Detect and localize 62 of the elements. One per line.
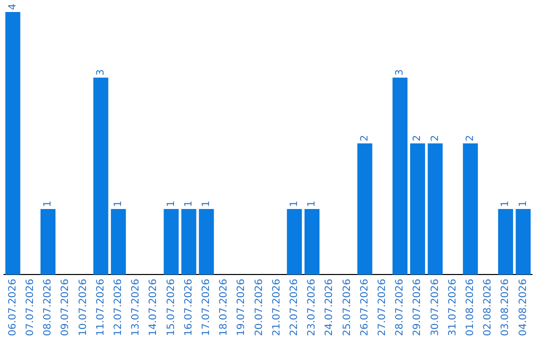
x-tick-label: 06.07.2026 <box>7 278 18 336</box>
data-label: 1 <box>518 200 529 208</box>
data-label: 4 <box>7 4 18 10</box>
data-label: 1 <box>500 200 512 208</box>
x-tick-label: 10.07.2026 <box>78 278 89 336</box>
x-tick-label: 09.07.2026 <box>60 278 72 336</box>
x-tick-label: 30.07.2026 <box>430 278 441 336</box>
bar <box>93 78 108 275</box>
x-tick-label: 19.07.2026 <box>236 278 248 336</box>
data-label: 1 <box>288 200 300 208</box>
x-tick-label: 04.08.2026 <box>518 278 529 336</box>
x-tick-label: 11.07.2026 <box>95 278 106 336</box>
x-tick-label: 08.07.2026 <box>42 278 54 336</box>
data-label: 2 <box>412 134 424 142</box>
x-tick-label: 31.07.2026 <box>447 278 458 336</box>
x-tick-label: 13.07.2026 <box>130 278 142 336</box>
data-label: 1 <box>183 200 194 208</box>
bar <box>181 209 196 275</box>
x-tick-label: 07.07.2026 <box>24 278 36 336</box>
bar <box>516 209 531 275</box>
bar <box>498 209 514 275</box>
bar <box>198 209 214 275</box>
x-tick-label: 17.07.2026 <box>200 278 212 336</box>
x-tick-label: 12.07.2026 <box>112 278 124 336</box>
x-tick-label: 15.07.2026 <box>166 278 177 336</box>
x-tick-label: 27.07.2026 <box>376 278 388 336</box>
data-label: 1 <box>42 200 54 208</box>
data-label: 1 <box>306 200 318 208</box>
bar <box>40 209 56 275</box>
bar <box>462 143 478 275</box>
bar <box>357 143 372 275</box>
bar <box>110 209 126 275</box>
x-tick-label: 02.08.2026 <box>482 278 494 336</box>
x-tick-label: 03.08.2026 <box>500 278 512 336</box>
bar <box>164 209 179 275</box>
data-label: 2 <box>430 134 441 142</box>
bar <box>286 209 302 275</box>
data-label: 1 <box>112 200 124 208</box>
data-label: 3 <box>394 69 406 76</box>
data-label: 1 <box>200 200 212 208</box>
x-tick-label: 28.07.2026 <box>394 278 406 336</box>
x-tick-label: 29.07.2026 <box>412 278 424 336</box>
bar <box>410 143 426 275</box>
x-tick-label: 01.08.2026 <box>464 278 476 336</box>
x-tick-label: 21.07.2026 <box>271 278 282 336</box>
x-tick-label: 14.07.2026 <box>148 278 160 336</box>
x-tick-label: 24.07.2026 <box>324 278 336 336</box>
data-label: 1 <box>166 200 177 208</box>
data-label: 2 <box>359 134 370 142</box>
x-tick-label: 23.07.2026 <box>306 278 318 336</box>
x-tick-label: 22.07.2026 <box>288 278 300 336</box>
data-label: 2 <box>464 134 476 142</box>
x-tick-label: 18.07.2026 <box>218 278 230 336</box>
x-tick-label: 25.07.2026 <box>342 278 353 336</box>
bar <box>428 143 443 275</box>
bar <box>392 78 408 275</box>
x-tick-label: 26.07.2026 <box>359 278 370 336</box>
bar <box>304 209 320 275</box>
x-tick-label: 20.07.2026 <box>254 278 265 336</box>
data-label: 3 <box>95 69 106 76</box>
bar <box>5 12 20 275</box>
x-tick-label: 16.07.2026 <box>183 278 194 336</box>
